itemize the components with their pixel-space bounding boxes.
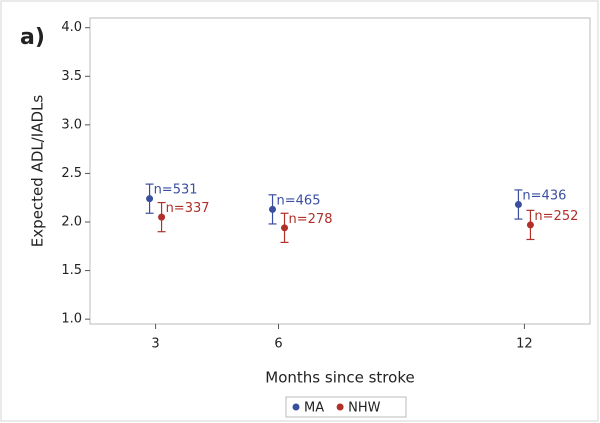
legend-label: NHW bbox=[348, 401, 381, 416]
point bbox=[514, 201, 522, 209]
y-tick-label: 1.5 bbox=[61, 263, 82, 278]
point bbox=[269, 205, 277, 213]
x-axis-title: Months since stroke bbox=[265, 369, 414, 387]
point-label: n=436 bbox=[522, 188, 566, 203]
y-tick-label: 1.0 bbox=[61, 312, 82, 327]
x-tick-label: 12 bbox=[516, 337, 533, 352]
point bbox=[526, 221, 534, 229]
point-label: n=337 bbox=[166, 201, 210, 216]
x-tick-label: 3 bbox=[151, 337, 159, 352]
point-label: n=531 bbox=[154, 183, 198, 198]
x-tick-label: 6 bbox=[274, 337, 282, 352]
y-tick-label: 2.5 bbox=[61, 166, 82, 181]
y-tick-label: 3.0 bbox=[61, 117, 82, 132]
legend-marker bbox=[336, 403, 344, 411]
panel-label: a) bbox=[20, 25, 45, 50]
point-label: n=252 bbox=[534, 209, 578, 224]
point bbox=[281, 224, 289, 232]
y-tick-label: 3.5 bbox=[61, 69, 82, 84]
point-label: n=465 bbox=[277, 193, 321, 208]
point bbox=[146, 195, 154, 203]
y-tick-label: 4.0 bbox=[61, 20, 82, 35]
legend-box bbox=[285, 396, 407, 418]
legend-marker bbox=[292, 403, 300, 411]
point bbox=[158, 213, 166, 221]
point-label: n=278 bbox=[289, 212, 333, 227]
y-tick-label: 2.0 bbox=[61, 215, 82, 230]
legend-label: MA bbox=[304, 401, 324, 416]
plot-frame bbox=[89, 17, 591, 325]
y-axis-title: Expected ADL/IADLs bbox=[29, 95, 47, 248]
